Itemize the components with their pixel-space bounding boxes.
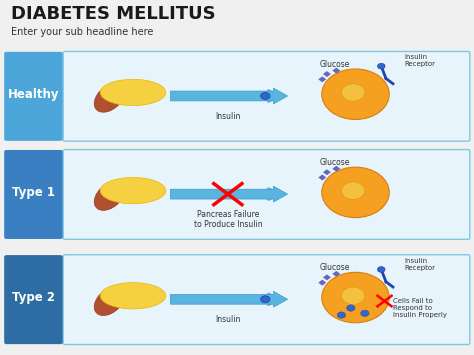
Text: Healthy: Healthy [8, 88, 59, 101]
Ellipse shape [94, 83, 125, 112]
Bar [323, 169, 331, 175]
FancyBboxPatch shape [4, 52, 63, 141]
FancyBboxPatch shape [63, 255, 470, 344]
Circle shape [261, 92, 270, 99]
FancyArrow shape [171, 88, 288, 104]
Ellipse shape [100, 283, 166, 309]
Circle shape [377, 267, 385, 272]
Circle shape [322, 69, 389, 120]
Circle shape [322, 272, 389, 323]
FancyBboxPatch shape [4, 255, 63, 344]
FancyArrow shape [171, 291, 288, 307]
Text: Glucose: Glucose [319, 158, 350, 167]
Ellipse shape [94, 286, 125, 316]
Circle shape [322, 167, 389, 218]
Bar [323, 71, 331, 77]
Circle shape [341, 84, 365, 101]
Bar [323, 274, 331, 280]
FancyBboxPatch shape [63, 51, 470, 141]
Ellipse shape [100, 79, 166, 106]
Bar [318, 175, 326, 180]
Text: Type 1: Type 1 [12, 186, 55, 199]
FancyArrow shape [171, 186, 288, 202]
Circle shape [377, 64, 385, 69]
Bar [332, 67, 340, 73]
Text: DIABETES MELLITUS: DIABETES MELLITUS [11, 5, 216, 23]
Circle shape [261, 296, 270, 303]
Circle shape [361, 310, 369, 316]
Text: Insulin
Receptor: Insulin Receptor [405, 54, 436, 67]
Bar [318, 76, 326, 82]
Bar [332, 271, 340, 277]
Text: Pancreas Failure
to Produce Insulin: Pancreas Failure to Produce Insulin [193, 210, 262, 229]
Text: Glucose: Glucose [319, 60, 350, 69]
Circle shape [341, 182, 365, 200]
FancyBboxPatch shape [4, 150, 63, 239]
Circle shape [346, 305, 355, 311]
FancyBboxPatch shape [63, 149, 470, 239]
Bar [318, 280, 326, 286]
Text: Insulin: Insulin [215, 112, 240, 121]
Text: Enter your sub headline here: Enter your sub headline here [11, 27, 154, 37]
Ellipse shape [100, 178, 166, 204]
Bar [332, 166, 340, 172]
Circle shape [337, 312, 346, 318]
Ellipse shape [94, 181, 125, 211]
Text: Insulin: Insulin [215, 315, 240, 324]
Text: Insulin
Receptor: Insulin Receptor [405, 258, 436, 271]
Circle shape [341, 287, 365, 305]
Text: Cells Fail to
Respond to
Insulin Properly: Cells Fail to Respond to Insulin Properl… [393, 298, 447, 318]
Text: Glucose: Glucose [319, 263, 350, 272]
Text: Type 2: Type 2 [12, 291, 55, 304]
